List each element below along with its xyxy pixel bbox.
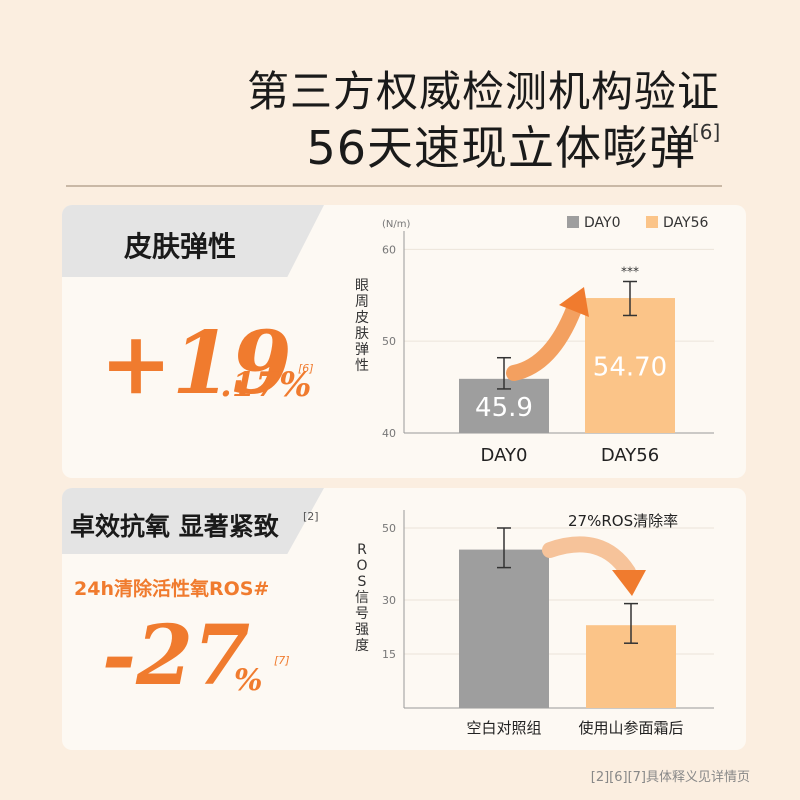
elasticity-arrow-head [559,287,589,317]
y-tick-label: 60 [382,243,396,256]
data-label: 45.9 [475,393,533,423]
title-ref: [6] [692,120,721,144]
y-label-char: 眼 [355,278,369,294]
ros-reduction-arrow [542,536,636,580]
ros-annotation: 27%ROS清除率 [568,512,678,530]
y-label-char: 号 [355,606,369,622]
antioxidant-tab-label: 卓效抗氧 显著紧致 [70,512,279,541]
legend-swatch-day0 [567,216,579,228]
elasticity-tab [62,205,324,277]
x-tick-label: DAY56 [601,445,659,466]
divider [66,185,722,187]
footnote: [2][6][7]具体释义见详情页 [590,770,750,785]
legend-day56: DAY56 [663,215,708,231]
data-label: 54.70 [593,353,667,383]
elasticity-big-number: +19 [100,313,292,414]
x-tick-label: 使用山参面霜后 [578,719,683,737]
antioxidant-card: 卓效抗氧 显著紧致 [2] 24h清除活性氧ROS# -27 % [7] 15 3… [62,488,746,750]
y-tick-label: 50 [382,522,396,535]
y-tick-label: 40 [382,427,396,440]
elasticity-card: 皮肤弹性 +19 .17% [6] 40 50 60 (N/m) 眼周皮肤弹性 DA… [62,205,746,478]
legend-swatch-day56 [646,216,658,228]
y-label-char: 信 [355,590,369,606]
y-label-char: 肤 [355,326,369,342]
y-label-char: 度 [355,638,369,654]
y-tick-label: 50 [382,335,396,348]
title-line-2: 56天速现立体嘭弹 [306,121,696,175]
title-line-1: 第三方权威检测机构验证 [246,67,720,116]
antioxidant-tab [62,488,324,554]
elasticity-tab-label: 皮肤弹性 [124,230,237,263]
significance-stars: *** [621,265,639,279]
elasticity-growth-arrow [506,301,582,381]
y-label-char: O [356,558,367,574]
bar-c1-1 [585,298,675,433]
antioxidant-tab-ref: [2] [303,510,319,523]
antioxidant-subtitle: 24h清除活性氧ROS# [74,578,270,600]
x-tick-label: DAY0 [481,445,528,466]
elasticity-big-suffix: .17% [220,365,312,405]
antioxidant-big-number: -27 [102,608,251,704]
antioxidant-ref: [7] [274,654,290,667]
y-label-char: R [357,542,367,558]
y-label-char: S [358,574,367,590]
y-label-char: 强 [355,622,369,638]
y-label-char: 周 [355,294,369,310]
elasticity-unit-label: (N/m) [382,219,410,230]
y-label-char: 皮 [355,310,369,326]
y-tick-label: 15 [382,648,396,661]
bar-c2-0 [459,549,549,708]
ros-arrow-head [612,570,646,596]
y-label-char: 弹 [355,342,369,358]
y-tick-label: 30 [382,594,396,607]
antioxidant-big-unit: % [234,663,263,698]
x-tick-label: 空白对照组 [466,719,541,737]
y-label-char: 性 [355,358,369,374]
legend-day0: DAY0 [584,215,620,231]
elasticity-ref: [6] [298,362,314,375]
